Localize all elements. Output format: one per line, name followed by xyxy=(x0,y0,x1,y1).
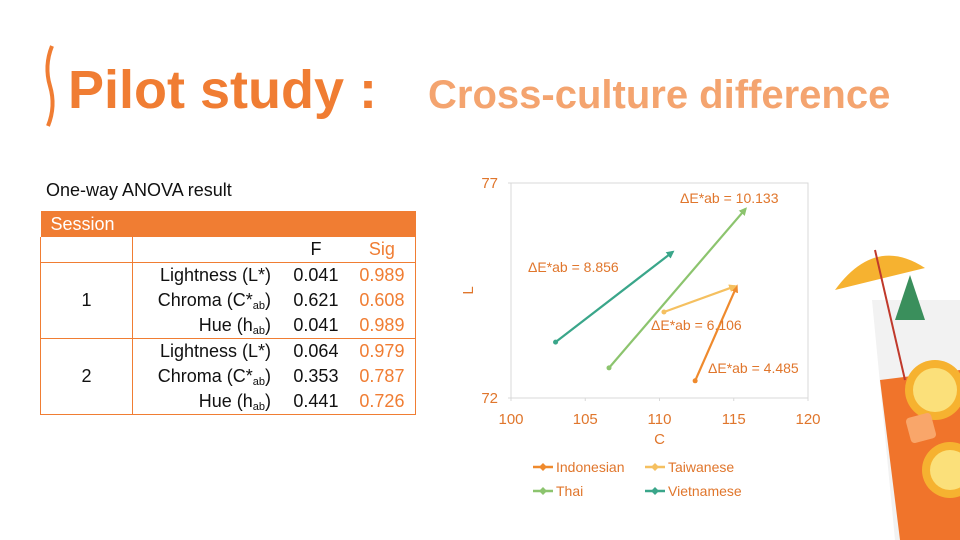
x-axis-title: C xyxy=(654,431,665,448)
series-arrow xyxy=(663,284,738,314)
y-axis-title: L xyxy=(460,286,477,294)
column-header: Sig xyxy=(348,237,416,263)
subtitle: Cross-culture difference xyxy=(428,73,890,117)
table-row: Session xyxy=(40,211,416,237)
measure-text: Chroma (C* xyxy=(157,366,253,386)
series-arrow xyxy=(608,207,747,369)
measure-text: ab xyxy=(252,376,265,388)
legend-label: Thai xyxy=(556,483,583,499)
measure-text: ab xyxy=(252,401,265,413)
measure-text: ab xyxy=(252,325,265,337)
delta-e-annotation: ΔE*ab = 10.133 xyxy=(680,190,779,206)
f-value: 0.353 xyxy=(293,366,339,386)
x-tick-label: 120 xyxy=(795,411,820,428)
x-tick-label: 115 xyxy=(722,411,746,428)
measure-text: Chroma (C* xyxy=(157,290,253,310)
sig-value: 0.608 xyxy=(348,288,416,313)
table-caption: One-way ANOVA result xyxy=(46,180,232,200)
y-tick-label: 77 xyxy=(481,175,498,192)
f-value: 0.064 xyxy=(293,341,339,361)
measure: Chroma (C*ab) xyxy=(133,364,284,389)
measure-text: Lightness (L*) xyxy=(159,341,271,361)
series-arrow xyxy=(554,250,675,343)
table-row: Hue (hab) 0.041 0.989 xyxy=(41,313,416,339)
measure: Lightness (L*) xyxy=(133,339,284,365)
table-row: Chroma (C*ab) 0.353 0.787 xyxy=(41,364,416,389)
f-value: 0.441 xyxy=(283,389,349,415)
table-row: Chroma (C*ab) 0.621 0.608 xyxy=(41,288,416,313)
x-tick-label: 100 xyxy=(498,411,523,428)
f-value: 0.041 xyxy=(293,265,339,285)
start-point xyxy=(661,309,667,315)
table-row: 1 Lightness (L*) 0.041 0.989 xyxy=(40,262,416,339)
sig-value: 0.989 xyxy=(348,262,416,288)
sig-value: 0.989 xyxy=(348,313,416,339)
sig-value: 0.979 xyxy=(348,338,416,364)
legend-label: Indonesian xyxy=(556,459,625,475)
measure: Hue (hab) xyxy=(132,389,283,415)
measure: Chroma (C*ab) xyxy=(133,288,284,313)
measure-text: ) xyxy=(265,366,271,386)
legend-marker xyxy=(651,463,659,471)
legend-marker xyxy=(651,487,659,495)
measure: Lightness (L*) xyxy=(133,263,284,289)
measure: Hue (hab) xyxy=(132,313,283,339)
start-point xyxy=(606,365,612,371)
y-tick-label: 72 xyxy=(481,390,498,407)
bracket xyxy=(45,45,55,127)
column-header: F xyxy=(283,237,349,263)
drink-decoration xyxy=(835,249,960,540)
title: Pilot study : xyxy=(68,60,377,120)
legend-marker xyxy=(539,487,547,495)
cell xyxy=(40,237,133,263)
x-tick-label: 110 xyxy=(648,411,672,428)
measure-text: ab xyxy=(252,300,265,312)
legend-marker xyxy=(539,463,547,471)
measure-text: Hue (h xyxy=(198,315,253,335)
sig-value: 0.787 xyxy=(348,364,416,389)
group-header: Session xyxy=(40,211,416,237)
start-point xyxy=(553,339,559,345)
series-arrow xyxy=(694,284,738,382)
f-value: 0.041 xyxy=(283,313,349,339)
measure-text: Hue (h xyxy=(198,391,253,411)
measure-text: ) xyxy=(265,315,271,335)
legend-label: Taiwanese xyxy=(668,459,734,475)
sig-value: 0.726 xyxy=(348,389,416,415)
start-point xyxy=(692,378,698,384)
delta-e-annotation: ΔE*ab = 6.106 xyxy=(651,317,742,333)
table-row: 2 Lightness (L*) 0.064 0.979 xyxy=(40,338,416,415)
anova-table: Session F Sig 1 Lightness (L*) 0.041 0.989 Chro… xyxy=(40,211,416,415)
legend-label: Vietnamese xyxy=(668,483,742,499)
session-label: 1 xyxy=(40,262,133,339)
measure-text: ) xyxy=(265,391,271,411)
column-header-row: F Sig xyxy=(40,237,416,263)
measure-text: Lightness (L*) xyxy=(159,265,271,285)
delta-e-annotation: ΔE*ab = 4.485 xyxy=(708,360,799,376)
session-label: 2 xyxy=(40,338,133,415)
table-row: Hue (hab) 0.441 0.726 xyxy=(41,389,416,415)
cell xyxy=(132,237,283,263)
measure-text: ) xyxy=(265,290,271,310)
delta-e-annotation: ΔE*ab = 8.856 xyxy=(528,259,619,275)
x-tick-label: 105 xyxy=(573,411,598,428)
f-value: 0.621 xyxy=(293,290,339,310)
